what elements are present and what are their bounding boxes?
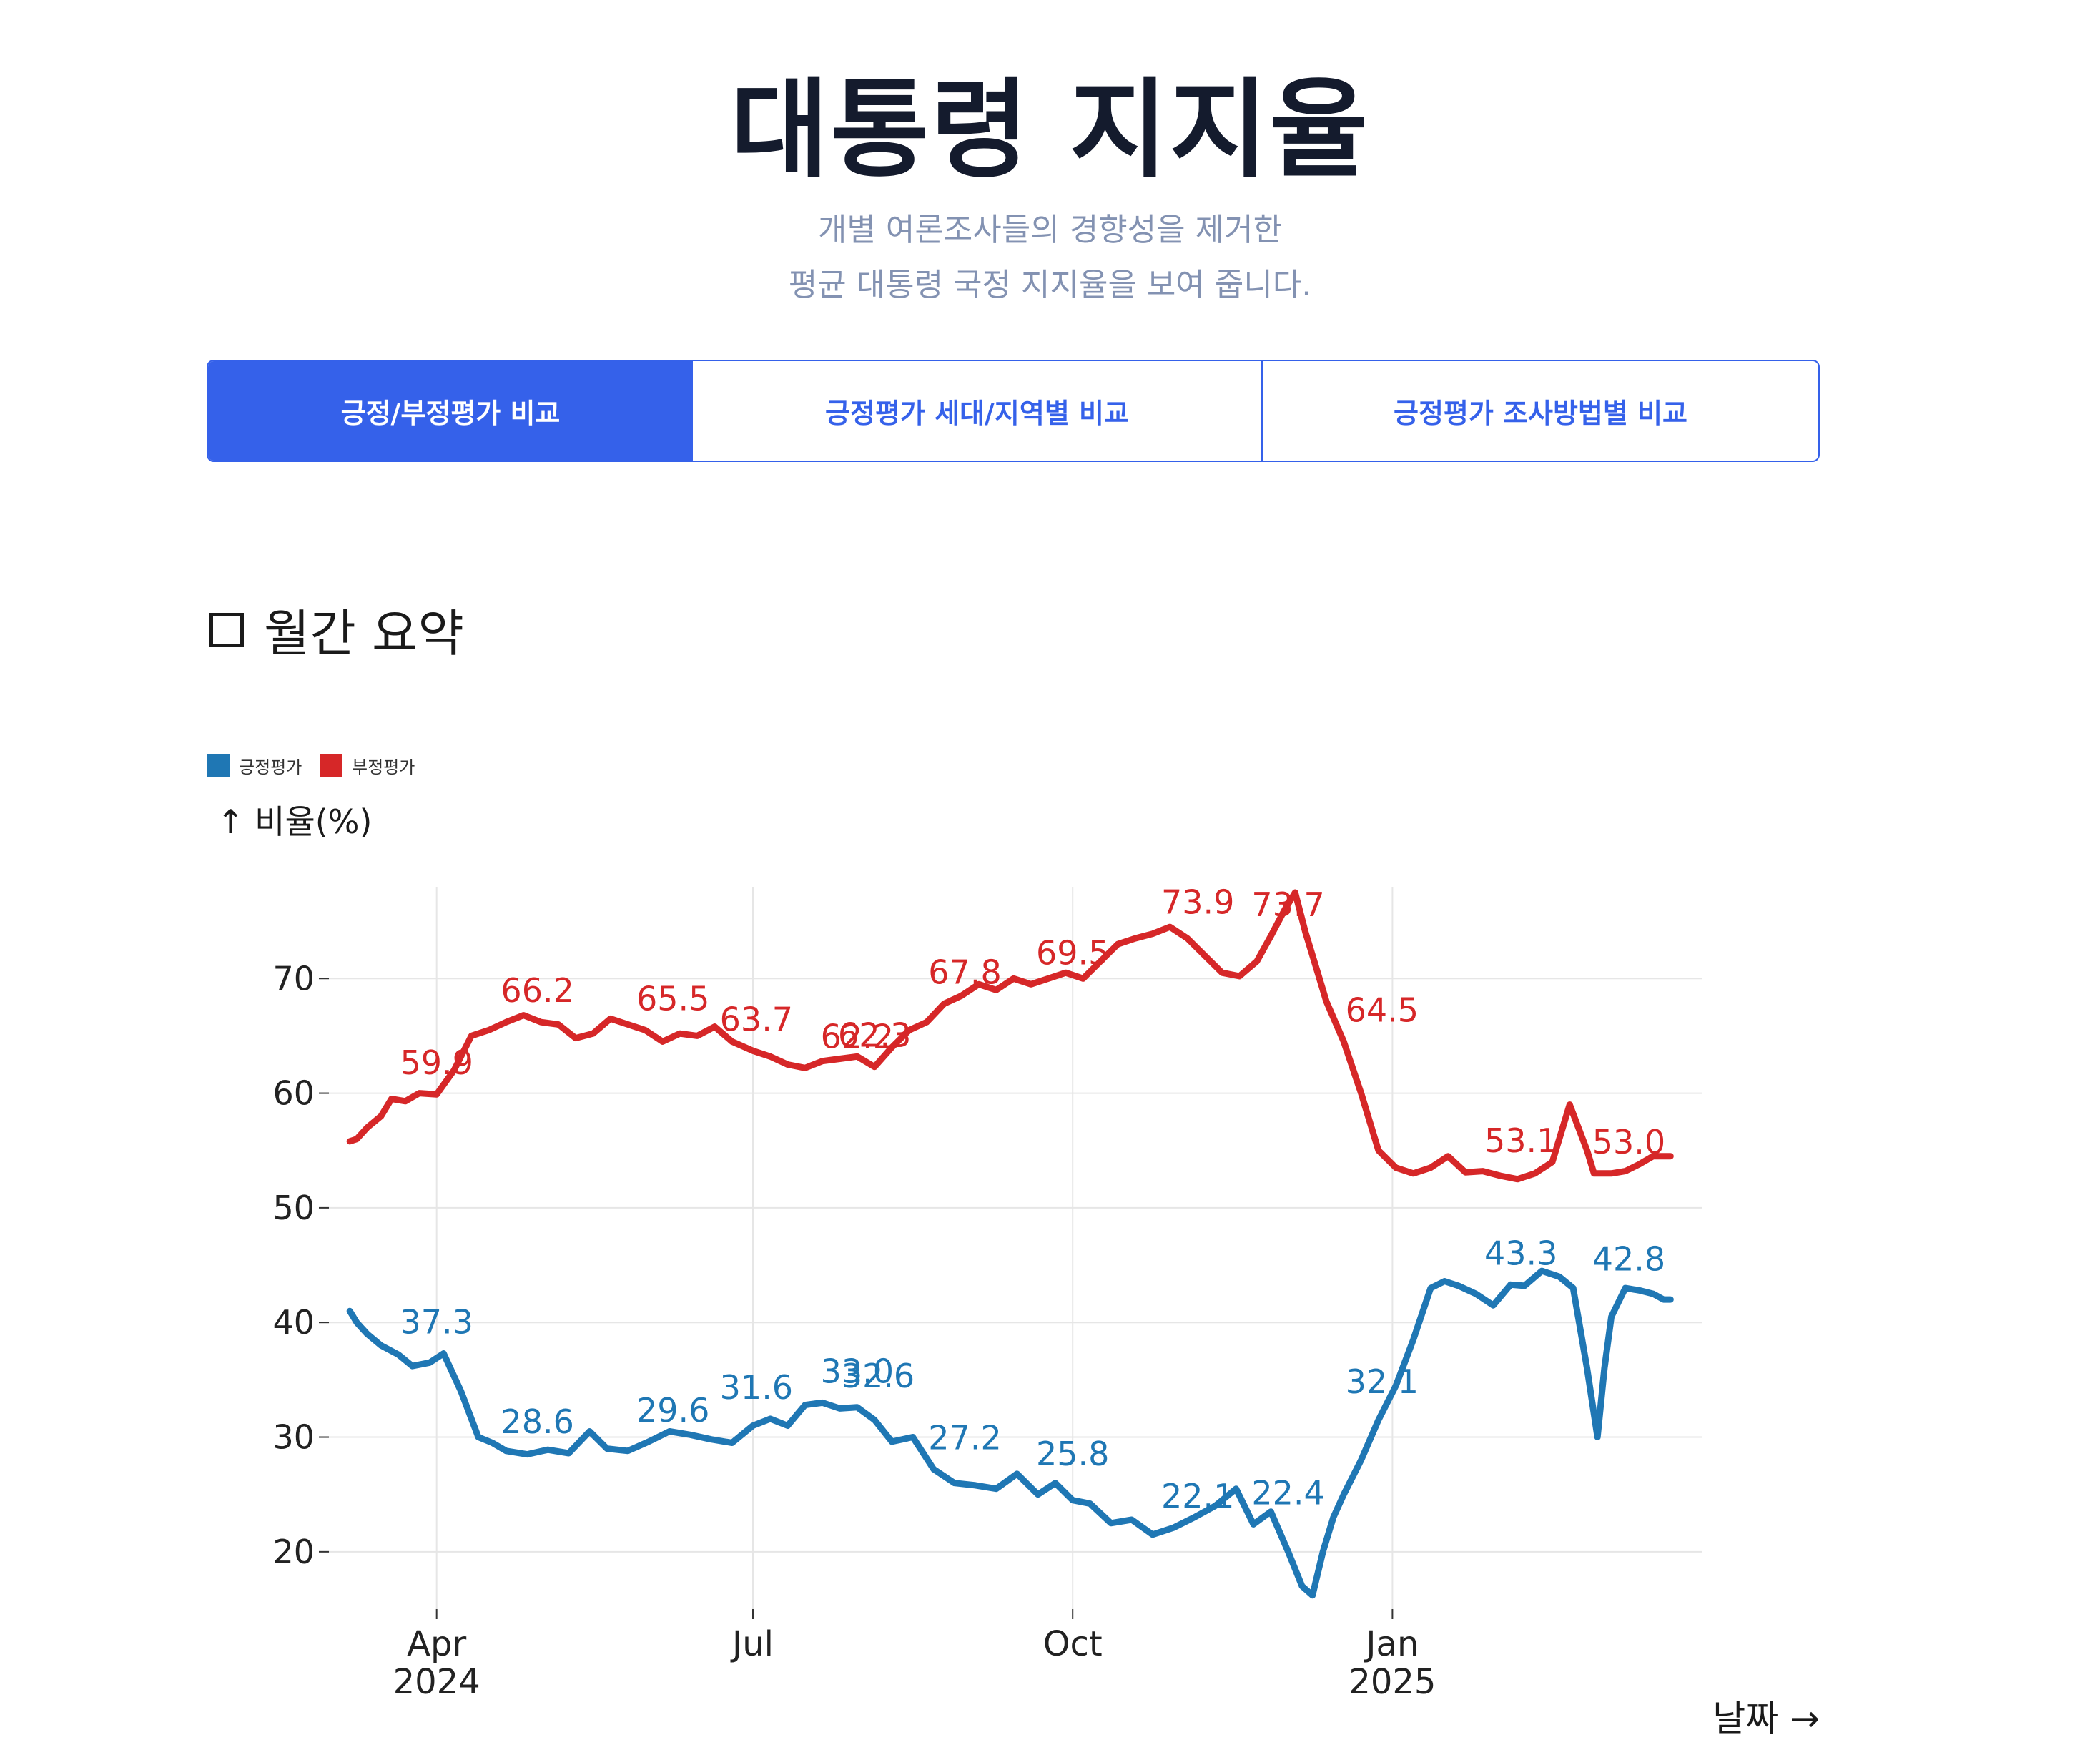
data-label: 66.2 <box>501 971 573 1010</box>
y-tick-label: 50 <box>272 1189 315 1227</box>
legend: 긍정평가 부정평가 <box>207 754 415 777</box>
data-label: 53.1 <box>1484 1121 1557 1160</box>
data-label: 25.8 <box>1036 1435 1109 1473</box>
data-label: 32.1 <box>1346 1362 1419 1401</box>
y-tick-label: 70 <box>272 959 315 998</box>
tab-positive-negative-compare[interactable]: 긍정/부정평가 비교 <box>208 361 693 461</box>
section-header: 월간 요약 <box>209 594 464 666</box>
data-label: 73.7 <box>1251 885 1324 924</box>
tab-survey-method-compare[interactable]: 긍정평가 조사방법별 비교 <box>1393 398 1688 429</box>
data-label: 65.5 <box>636 979 709 1018</box>
series-line-positive <box>346 1267 1674 1599</box>
data-label: 27.2 <box>928 1418 1001 1457</box>
data-label: 22.4 <box>1251 1473 1324 1512</box>
x-tick-year-label: 2025 <box>1349 1662 1436 1702</box>
data-label: 69.5 <box>1036 933 1109 972</box>
page-subtitle-line2: 평균 대통령 국정 지지율을 보여 줍니다. <box>788 267 1312 303</box>
x-tick-label: Jan <box>1364 1624 1419 1664</box>
chart-data-labels: 59.9 66.2 65.5 63.7 62.262.3 67.8 69.5 73.9 73.7… <box>400 883 1665 1515</box>
data-label: 31.6 <box>720 1368 793 1407</box>
y-tick-label: 40 <box>272 1303 315 1342</box>
data-label: 28.6 <box>501 1402 573 1441</box>
data-label: 29.6 <box>636 1391 709 1430</box>
data-label: 73.9 <box>1161 883 1234 922</box>
legend-label-negative: 부정평가 <box>352 757 415 777</box>
tab-bar: 긍정/부정평가 비교 긍정평가 세대/지역별 비교 긍정평가 조사방법별 비교 <box>207 360 1820 462</box>
x-tick-year-label: 2024 <box>393 1662 480 1702</box>
page-subtitle-line1: 개별 여론조사들의 경향성을 제거한 <box>817 212 1283 248</box>
y-axis-label: ↑ 비율(%) <box>217 802 372 841</box>
y-tick-label: 20 <box>272 1533 315 1571</box>
data-label: 63.7 <box>720 1000 793 1038</box>
data-label: 53.0 <box>1592 1123 1665 1161</box>
chart-lines <box>346 889 1674 1599</box>
y-tick-label: 30 <box>272 1418 315 1457</box>
data-label: 62.3 <box>838 1016 911 1055</box>
data-label: 64.5 <box>1346 990 1419 1029</box>
x-tick-label: Jul <box>730 1624 774 1664</box>
data-label: 42.8 <box>1592 1239 1665 1278</box>
legend-swatch-positive <box>207 754 230 777</box>
legend-swatch-negative <box>320 754 342 777</box>
page-title: 대통령 지지율 <box>730 68 1370 192</box>
x-tick-label: Oct <box>1043 1624 1103 1664</box>
x-tick-label: Apr <box>407 1624 466 1664</box>
data-label: 67.8 <box>928 953 1001 992</box>
x-axis-label: 날짜 → <box>1712 1698 1820 1739</box>
series-line-negative <box>346 889 1674 1183</box>
section-title: 월간 요약 <box>264 604 464 663</box>
data-label: 32.6 <box>842 1357 915 1395</box>
legend-label-positive: 긍정평가 <box>239 757 302 777</box>
data-label: 62.2 <box>821 1017 894 1056</box>
checkbox-icon[interactable] <box>209 612 244 647</box>
data-label: 37.3 <box>400 1302 473 1341</box>
tab-generation-region-compare[interactable]: 긍정평가 세대/지역별 비교 <box>693 361 1263 461</box>
data-label: 33.0 <box>821 1352 894 1390</box>
y-tick-label: 60 <box>272 1074 315 1113</box>
data-label: 43.3 <box>1484 1234 1557 1272</box>
data-label: 22.1 <box>1161 1477 1234 1515</box>
data-label: 59.9 <box>400 1043 473 1082</box>
